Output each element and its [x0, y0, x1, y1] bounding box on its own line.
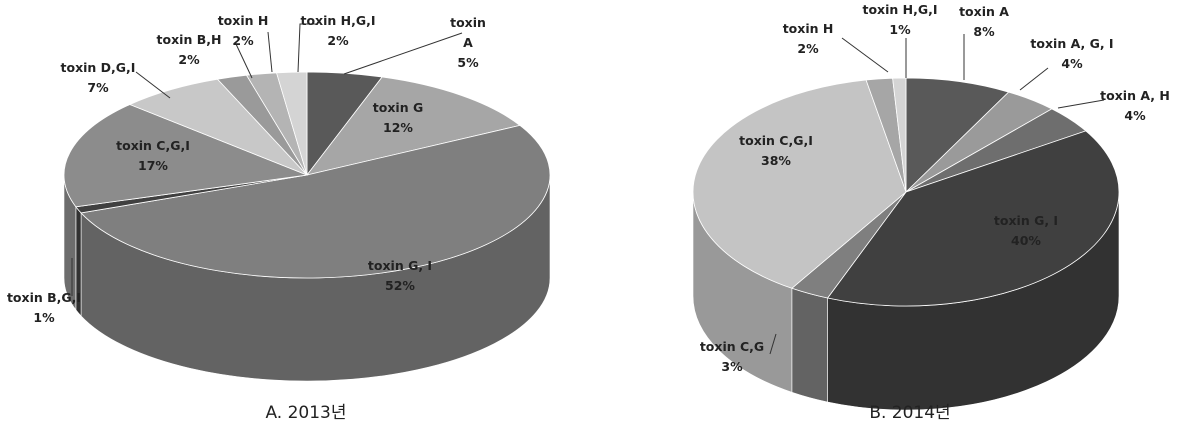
pie-slice-toxin-c-g-i	[692, 79, 907, 289]
pie-slice-toxin-a	[905, 77, 1010, 193]
slice-label-toxin-b-g-i: toxin B,G,I 1%	[7, 290, 81, 325]
slice-label-toxin-g-i: toxin G, I 52%	[368, 258, 432, 293]
slice-label-toxin-g-i: toxin G, I 40%	[994, 213, 1058, 248]
slice-label-toxin-g: toxin G 12%	[373, 100, 423, 135]
slice-label-toxin-a-h: toxin A, H 4%	[1100, 88, 1170, 123]
slice-label-toxin-c-g-i: toxin C,G,I 38%	[739, 133, 813, 168]
caption-2013: A. 2013년	[265, 403, 346, 423]
pie-side-toxin-c-g	[791, 287, 828, 403]
pie-slice-toxin-d-g-i	[128, 78, 308, 176]
leader-line-toxin-d-g-i	[135, 71, 171, 99]
pie-slice-toxin-c-g-i	[63, 104, 309, 208]
pie-2013-labels: toxin A 5% toxin G 12% toxin G, I 52% toxin B,G…	[7, 13, 486, 325]
pie-slice-toxin-g-i	[80, 124, 551, 279]
slice-label-toxin-h-g-i: toxin H,G,I 1%	[862, 2, 937, 37]
leader-line-toxin-a-h	[1057, 99, 1105, 109]
pie-2014-side	[692, 191, 1120, 411]
slice-label-toxin-a: toxin A 5%	[450, 15, 486, 70]
slice-label-toxin-c-g-i: toxin C,G,I 17%	[116, 138, 190, 173]
pie-2014-labels: toxin A 8% toxin A, G, I 4% toxin A, H 4% toxi…	[700, 2, 1170, 374]
pie-2013-top	[63, 71, 551, 279]
leader-line-toxin-h	[267, 31, 273, 73]
leader-line-toxin-a	[343, 32, 463, 75]
leader-line-toxin-b-h	[235, 43, 253, 79]
slice-label-toxin-a-g-i: toxin A, G, I 4%	[1030, 36, 1113, 71]
pie-chart-2014: toxin A 8% toxin A, G, I 4% toxin A, H 4% toxi…	[692, 2, 1170, 411]
pie-slice-toxin-h-g-i	[276, 71, 308, 176]
slice-label-toxin-d-g-i: toxin D,G,I 7%	[61, 60, 136, 95]
pie-2014-top	[692, 77, 1120, 307]
slice-label-toxin-h: toxin H 2%	[783, 21, 834, 56]
leader-line-toxin-a-g-i	[1019, 67, 1049, 91]
pie-slice-toxin-g-i	[826, 130, 1120, 307]
pie-slice-toxin-g	[306, 76, 521, 176]
slice-label-toxin-a: toxin A 8%	[959, 4, 1009, 39]
pie-chart-2013: toxin A 5% toxin G 12% toxin G, I 52% toxin B,G…	[7, 13, 551, 382]
leader-line-toxin-h	[841, 37, 889, 73]
slice-label-toxin-h: toxin H 2%	[218, 13, 269, 48]
caption-2014: B. 2014년	[869, 403, 950, 423]
slice-label-toxin-h-g-i: toxin H,G,I 2%	[300, 13, 375, 48]
slice-label-toxin-b-h: toxin B,H 2%	[157, 32, 222, 67]
leader-line-toxin-c-g	[769, 333, 777, 355]
leader-line-toxin-h-g-i	[297, 23, 317, 73]
slice-label-toxin-c-g: toxin C,G 3%	[700, 339, 764, 374]
